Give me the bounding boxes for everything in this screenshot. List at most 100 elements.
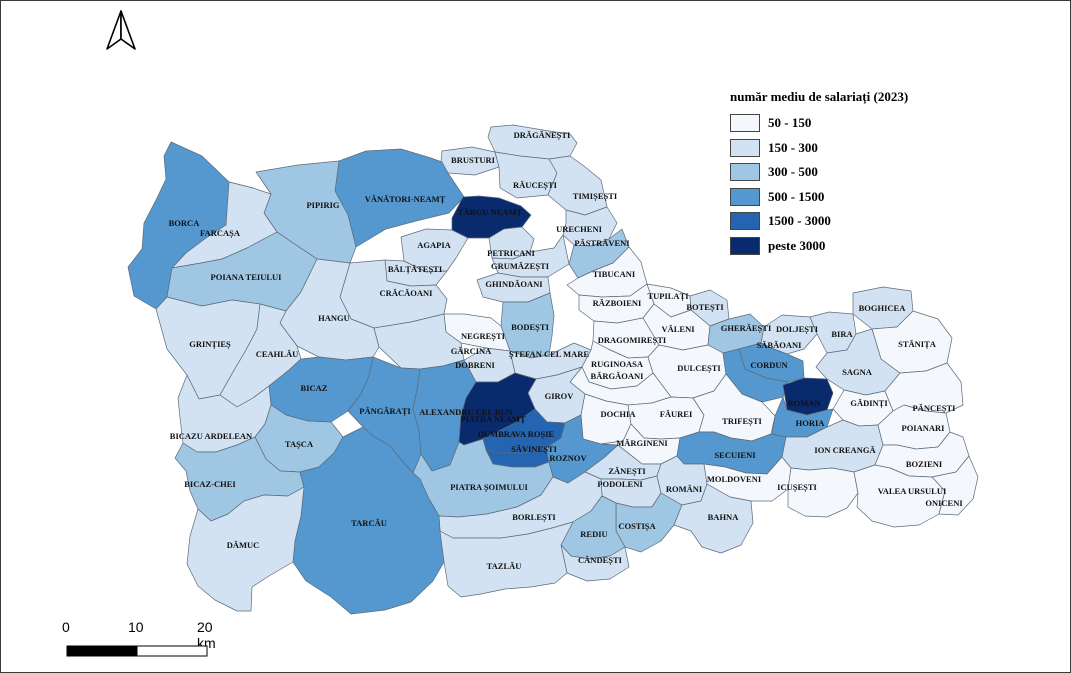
region-label-10: FARCAȘA bbox=[200, 228, 241, 238]
region-label-47: PÂNGĂRAȚI bbox=[359, 406, 411, 417]
region-label-35: GÂRCINA bbox=[451, 346, 492, 356]
region-label-51: FĂUREI bbox=[660, 409, 693, 419]
region-label-43: BĂRGĂOANI bbox=[591, 371, 645, 381]
legend-item: 50 - 150 bbox=[727, 111, 967, 136]
region-label-69: MOLDOVENI bbox=[707, 474, 762, 484]
region-label-44: GIROV bbox=[545, 391, 575, 401]
region-label-8: BORCA bbox=[169, 218, 201, 228]
region-label-4: VÂNĂTORI-NEAMȚ bbox=[365, 194, 446, 205]
region-label-59: ROZNOV bbox=[549, 453, 587, 463]
region-label-33: DRAGOMIREȘTI bbox=[598, 335, 667, 345]
region-label-19: RĂZBOIENI bbox=[593, 298, 642, 308]
scale-label-10: 10 bbox=[128, 619, 144, 635]
region-label-37: RUGINOASA bbox=[591, 359, 644, 369]
region-70 bbox=[787, 467, 859, 518]
region-label-26: GHERĂEȘTI bbox=[721, 323, 772, 333]
region-label-15: TIBUCANI bbox=[593, 269, 636, 279]
legend-label: 300 - 500 bbox=[768, 164, 818, 180]
region-label-74: BORLEȘTI bbox=[512, 512, 556, 522]
region-label-70: ICUȘEȘTI bbox=[777, 482, 817, 492]
region-label-49: PIATRA NEAMȚ bbox=[460, 414, 526, 425]
region-label-71: VALEA URSULUI bbox=[878, 486, 947, 496]
region-label-61: SECUIENI bbox=[714, 450, 756, 460]
region-label-36: ȘTEFAN CEL MARE bbox=[509, 349, 589, 359]
region-label-18: GHINDĂOANI bbox=[485, 279, 543, 289]
region-label-20: TUPILAȚI bbox=[647, 291, 689, 302]
legend-swatch bbox=[730, 187, 760, 206]
region-label-72: ONICENI bbox=[925, 498, 963, 508]
legend-label: 500 - 1500 bbox=[768, 188, 825, 204]
region-label-75: COSTIȘA bbox=[618, 521, 656, 531]
region-80 bbox=[560, 544, 630, 582]
legend-label: 150 - 300 bbox=[768, 139, 818, 155]
region-label-50: DOCHIA bbox=[601, 409, 637, 419]
region-label-6: URECHENI bbox=[556, 224, 603, 234]
region-label-46: GĂDINȚI bbox=[850, 398, 888, 409]
region-label-1: BRUSTURI bbox=[451, 155, 496, 165]
region-label-13: BĂLȚĂTEȘTI bbox=[388, 264, 443, 275]
legend-label: 1500 - 3000 bbox=[768, 213, 831, 229]
legend-item: peste 3000 bbox=[727, 234, 967, 259]
region-label-2: RĂUCEȘTI bbox=[513, 180, 558, 190]
region-label-80: CÂNDEȘTI bbox=[578, 555, 623, 565]
region-76 bbox=[673, 483, 754, 554]
legend-rows: 50 - 150 150 - 300 300 - 500 500 - 1500 1500… bbox=[727, 111, 967, 258]
region-label-31: CEAHLĂU bbox=[256, 349, 299, 359]
legend-swatch bbox=[730, 138, 760, 157]
legend-swatch bbox=[730, 114, 760, 133]
region-label-66: ZĂNEȘTI bbox=[608, 466, 646, 476]
region-label-54: PĂNCEȘTI bbox=[913, 403, 957, 413]
region-label-0: DRĂGĂNEȘTI bbox=[514, 130, 571, 140]
region-label-78: DĂMUC bbox=[227, 540, 260, 550]
region-label-17: CRĂCĂOANI bbox=[380, 288, 434, 298]
region-label-21: BOTEȘTI bbox=[686, 302, 724, 312]
region-label-38: DULCEȘTI bbox=[677, 363, 721, 373]
region-label-63: POIANARI bbox=[902, 423, 946, 433]
region-label-16: POIANA TEIULUI bbox=[211, 272, 283, 282]
region-label-73: PIATRA ȘOIMULUI bbox=[450, 482, 528, 492]
region-label-9: PIPIRIG bbox=[306, 200, 339, 210]
region-label-64: BOZIENI bbox=[906, 459, 943, 469]
map-legend: număr mediu de salariați (2023) 50 - 150… bbox=[727, 89, 967, 258]
region-label-57: DUMBRAVA ROȘIE bbox=[478, 429, 555, 439]
region-label-53: HORIA bbox=[796, 418, 826, 428]
region-label-32: NEGREȘTI bbox=[461, 331, 506, 341]
region-label-28: BIRA bbox=[831, 329, 853, 339]
north-arrow-icon bbox=[101, 9, 141, 53]
region-label-39: CORDUN bbox=[750, 360, 788, 370]
legend-swatch bbox=[730, 212, 760, 231]
region-label-3: TIMIȘEȘTI bbox=[573, 191, 618, 201]
legend-title: număr mediu de salariați (2023) bbox=[730, 89, 909, 104]
legend-item: 300 - 500 bbox=[727, 160, 967, 185]
region-label-11: AGAPIA bbox=[417, 240, 451, 250]
region-45 bbox=[782, 377, 834, 416]
region-label-14: GRUMĂZEȘTI bbox=[491, 261, 550, 271]
region-label-12: PETRICANI bbox=[487, 248, 535, 258]
region-label-58: SĂVINEȘTI bbox=[511, 444, 558, 454]
region-label-65: BICAZ-CHEI bbox=[184, 479, 236, 489]
region-72 bbox=[931, 455, 979, 516]
region-label-30: GRINȚIEȘ bbox=[189, 339, 231, 350]
region-78 bbox=[186, 486, 305, 612]
region-81 bbox=[439, 521, 574, 598]
legend-swatch bbox=[730, 163, 760, 182]
legend-item: 500 - 1500 bbox=[727, 185, 967, 210]
region-label-55: BICAZU ARDELEAN bbox=[170, 431, 253, 441]
region-label-34: SĂBĂOANI bbox=[757, 340, 803, 350]
region-label-68: ROMÂNI bbox=[666, 484, 703, 494]
legend-item: 1500 - 3000 bbox=[727, 209, 967, 234]
region-label-56: TAȘCA bbox=[285, 439, 314, 449]
scale-bar: 0 10 20 km bbox=[61, 619, 221, 659]
legend-item: 150 - 300 bbox=[727, 136, 967, 161]
region-label-60: MĂRGINENI bbox=[616, 438, 668, 448]
region-label-23: HANGU bbox=[318, 313, 350, 323]
region-label-5: TÂRGU NEAMȚ bbox=[458, 207, 523, 218]
region-label-45: ROMAN bbox=[787, 398, 821, 408]
region-label-81: TAZLĂU bbox=[487, 561, 522, 571]
region-label-48: ALEXANDRU CEL BUN bbox=[419, 407, 513, 417]
region-77 bbox=[292, 426, 445, 615]
region-label-42: DOBRENI bbox=[455, 360, 495, 370]
region-label-24: BODEȘTI bbox=[511, 322, 549, 332]
